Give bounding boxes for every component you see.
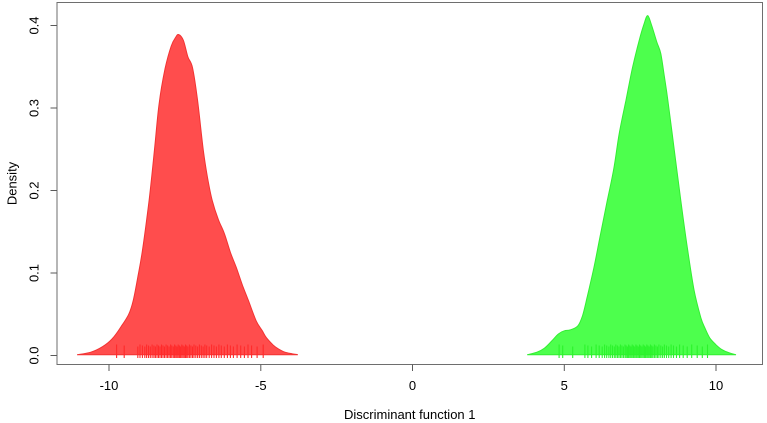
y-axis-tick-label: 0.0 [27,346,42,364]
x-axis-tick-label: 10 [709,378,723,393]
x-axis-tick-label: 0 [409,378,416,393]
red-group-density-area [77,33,298,356]
plot-box [56,2,763,365]
x-axis-title: Discriminant function 1 [344,407,476,422]
x-axis-tick-label: 5 [561,378,568,393]
y-axis-tick-label: 0.1 [27,264,42,282]
x-axis-tick-label: -10 [100,378,119,393]
x-axis-tick-label: -5 [255,378,267,393]
y-axis-title: Density [5,161,20,205]
y-axis-tick-label: 0.4 [27,16,42,34]
green-group-density-area [527,15,737,356]
y-axis-tick-label: 0.2 [27,181,42,199]
y-axis-tick-label: 0.3 [27,99,42,117]
